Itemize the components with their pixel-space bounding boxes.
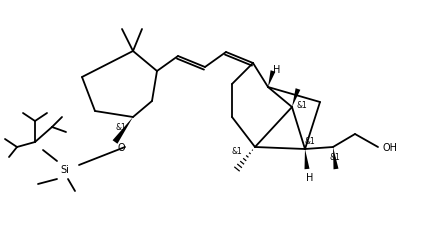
Text: O: O	[117, 142, 125, 152]
Polygon shape	[333, 147, 339, 170]
Polygon shape	[268, 71, 276, 88]
Text: &1: &1	[116, 123, 127, 132]
Text: &1: &1	[297, 101, 307, 110]
Polygon shape	[292, 89, 300, 108]
Polygon shape	[113, 117, 133, 144]
Polygon shape	[304, 149, 310, 169]
Text: OH: OH	[382, 142, 398, 152]
Text: Si: Si	[60, 164, 70, 174]
Text: H: H	[306, 172, 314, 182]
Text: H: H	[273, 65, 281, 75]
Text: &1: &1	[304, 137, 315, 146]
Text: &1: &1	[330, 153, 340, 162]
Text: &1: &1	[232, 147, 242, 156]
